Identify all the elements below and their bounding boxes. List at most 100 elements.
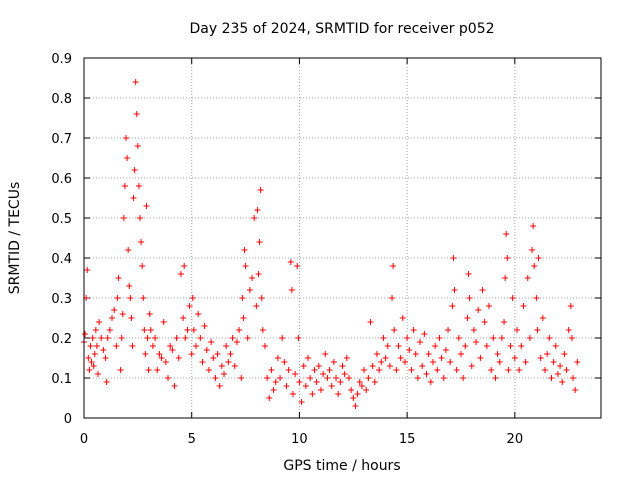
data-point (296, 379, 303, 385)
data-point (369, 363, 376, 369)
data-point (236, 327, 243, 333)
data-point (212, 375, 219, 381)
data-point (315, 363, 322, 369)
data-point (254, 207, 261, 213)
data-point (264, 375, 271, 381)
data-point (89, 335, 96, 341)
data-point (149, 343, 156, 349)
data-point (173, 335, 180, 341)
data-point (361, 367, 368, 373)
data-point (401, 359, 408, 365)
plot-frame (83, 57, 602, 419)
data-point (261, 343, 268, 349)
data-point (494, 351, 501, 357)
data-points (81, 79, 581, 409)
data-point (84, 267, 91, 273)
data-point (100, 347, 107, 353)
data-point (477, 355, 484, 361)
data-point (305, 355, 312, 361)
x-axis-label: GPS time / hours (283, 458, 400, 474)
data-point (464, 315, 471, 321)
data-point (522, 359, 529, 365)
data-point (376, 367, 383, 373)
data-point (125, 247, 132, 253)
data-point (180, 315, 187, 321)
data-point (114, 295, 121, 301)
data-point (277, 375, 284, 381)
data-point (320, 371, 327, 377)
data-point (117, 367, 124, 373)
data-point (216, 383, 223, 389)
data-point (266, 395, 273, 401)
data-point (119, 311, 126, 317)
data-point (82, 331, 89, 337)
data-point (492, 375, 499, 381)
data-point (96, 319, 103, 325)
data-point (142, 351, 149, 357)
data-point (118, 335, 125, 341)
data-point (182, 335, 189, 341)
y-tick-label: 0.3 (51, 292, 72, 307)
data-point (135, 183, 142, 189)
data-point (483, 343, 490, 349)
data-point (572, 387, 579, 393)
data-point (238, 375, 245, 381)
data-point (144, 335, 151, 341)
data-point (520, 303, 527, 309)
data-point (479, 287, 486, 293)
data-point (181, 263, 188, 269)
data-point (414, 375, 421, 381)
data-point (485, 303, 492, 309)
data-point (201, 323, 208, 329)
data-point (283, 383, 290, 389)
data-point (504, 255, 511, 261)
data-point (404, 335, 411, 341)
data-point (363, 387, 370, 393)
data-point (531, 263, 538, 269)
data-point (457, 351, 464, 357)
data-point (169, 347, 176, 353)
data-point (535, 255, 542, 261)
data-point (210, 355, 217, 361)
data-point (111, 307, 118, 313)
x-tick-label: 20 (507, 432, 524, 447)
data-point (229, 335, 236, 341)
data-point (294, 263, 301, 269)
data-point (503, 231, 510, 237)
data-point (141, 327, 148, 333)
data-point (90, 363, 97, 369)
data-point (466, 295, 473, 301)
chart-title: Day 235 of 2024, SRMTID for receiver p05… (189, 21, 494, 37)
data-point (129, 343, 136, 349)
data-point (130, 195, 137, 201)
data-point (345, 375, 352, 381)
data-point (365, 375, 372, 381)
data-point (397, 355, 404, 361)
data-point (481, 319, 488, 325)
data-point (199, 359, 206, 365)
data-point (337, 379, 344, 385)
data-point (419, 363, 426, 369)
data-point (322, 351, 329, 357)
data-point (462, 343, 469, 349)
data-point (470, 327, 477, 333)
data-point (436, 335, 443, 341)
data-point (139, 263, 146, 269)
y-axis-label: SRMTID / TECUs (7, 182, 23, 295)
data-point (162, 359, 169, 365)
data-point (391, 327, 398, 333)
data-point (309, 391, 316, 397)
data-point (511, 355, 518, 361)
data-point (227, 351, 234, 357)
data-point (98, 335, 105, 341)
data-point (450, 255, 457, 261)
data-point (274, 355, 281, 361)
data-point (518, 343, 525, 349)
data-point (87, 343, 94, 349)
data-point (326, 367, 333, 373)
y-tick-label: 0.8 (51, 92, 72, 107)
data-point (121, 183, 128, 189)
data-point (240, 315, 247, 321)
data-point (92, 327, 99, 333)
